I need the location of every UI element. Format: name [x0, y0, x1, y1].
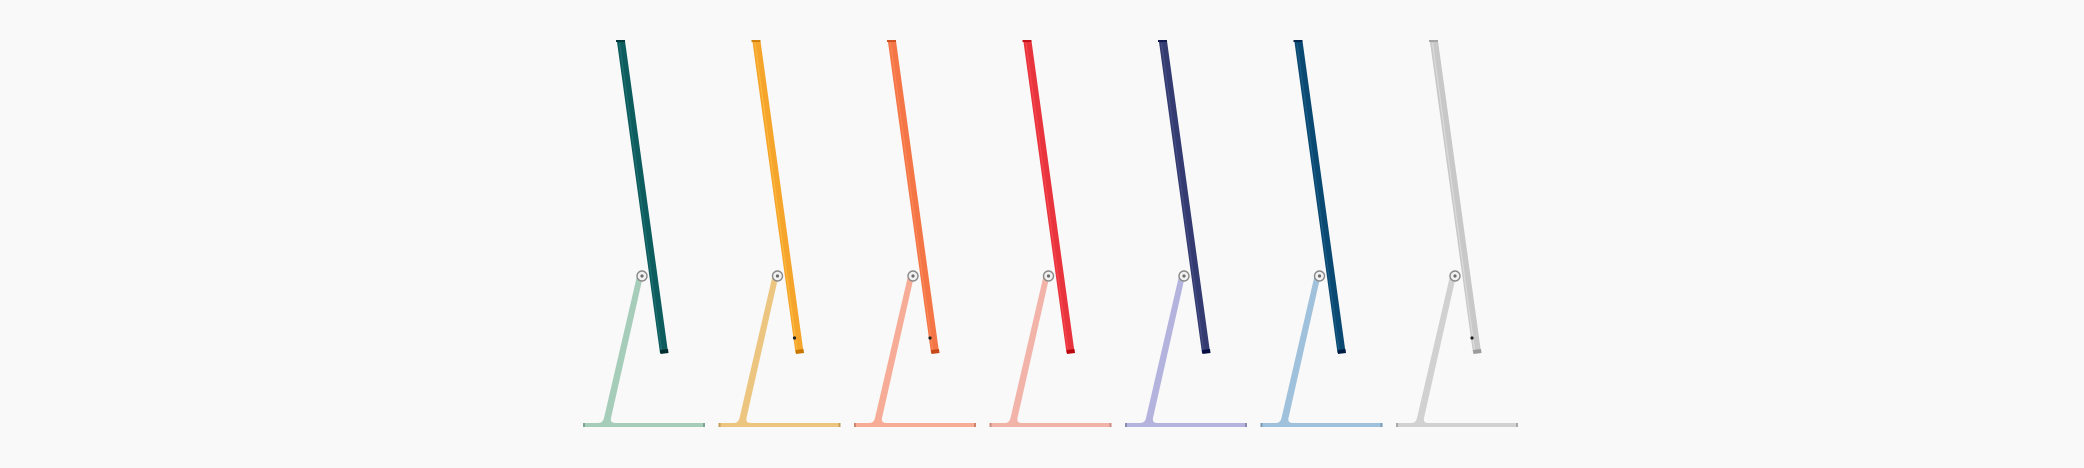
imac-display-highlight	[1160, 42, 1205, 351]
imac-hinge-center	[1182, 274, 1186, 278]
imac-base-plate	[1260, 423, 1383, 427]
imac-display-highlight	[618, 42, 663, 351]
imac-base-edge-right	[974, 423, 976, 427]
imac-stand-arm	[1411, 276, 1456, 423]
imac-base-plate	[1125, 423, 1247, 427]
imac-hinge-center	[775, 274, 780, 278]
imac-stand-arm	[869, 276, 914, 423]
imac-base-edge-right	[703, 423, 705, 427]
imac-display-chin	[1066, 349, 1075, 354]
imac-base-plate	[583, 423, 705, 427]
imac-stand-arm	[1275, 276, 1321, 423]
imac-display-top-cap	[1293, 40, 1303, 42]
imac-display-top-cap	[1158, 40, 1167, 42]
imac-display-highlight	[1025, 42, 1069, 351]
imac-base-edge-left	[854, 423, 856, 427]
imac-silver	[1396, 40, 1518, 427]
imac-base-edge-right	[1109, 423, 1112, 427]
imac-purple	[1125, 40, 1247, 427]
imac-display	[888, 41, 939, 353]
imac-display-chin	[1337, 349, 1346, 354]
imac-display-chin	[660, 349, 669, 354]
imac-base-edge-right	[1245, 423, 1247, 427]
imac-display-highlight	[889, 42, 934, 351]
imac-yellow	[718, 40, 841, 427]
imac-display-chin	[1202, 349, 1211, 354]
imac-display	[1430, 41, 1481, 353]
imac-display-highlight	[754, 42, 798, 351]
imac-display-highlight	[1296, 42, 1340, 351]
imac-base-plate	[718, 423, 841, 427]
imac-display	[1023, 41, 1075, 353]
imac-stand-arm	[1004, 276, 1050, 423]
imac-display-top-cap	[1429, 40, 1438, 42]
imac-display-top-cap	[751, 40, 761, 42]
imac-display	[752, 41, 804, 353]
imac-base-edge-left	[1260, 423, 1263, 427]
imac-display-top-cap	[1022, 40, 1032, 42]
imac-display-top-cap	[616, 40, 625, 42]
imac-base-edge-left	[583, 423, 585, 427]
imac-hinge-center	[1453, 274, 1457, 278]
imac-stand-arm	[733, 276, 779, 423]
imac-base-edge-left	[718, 423, 721, 427]
imac-green	[583, 40, 705, 427]
imac-display-highlight	[1431, 42, 1476, 351]
imac-display-chin	[795, 349, 804, 354]
imac-base-edge-left	[1125, 423, 1127, 427]
imac-hinge-center	[640, 274, 644, 278]
imac-display-chin	[931, 349, 940, 354]
imac-port-dot	[792, 336, 797, 340]
imac-port-dot	[928, 336, 932, 340]
imac-base-plate	[1396, 423, 1518, 427]
imac-display	[1294, 41, 1346, 353]
imac-hinge-center	[1317, 274, 1322, 278]
imac-base-edge-right	[1516, 423, 1518, 427]
imac-stand-arm	[1140, 276, 1185, 423]
imac-blue	[1260, 40, 1383, 427]
imac-port-dot	[1470, 336, 1474, 340]
imac-base-edge-left	[1396, 423, 1398, 427]
imac-base-edge-right	[838, 423, 841, 427]
imac-orange	[854, 40, 976, 427]
imac-display	[1159, 41, 1210, 353]
imac-base-edge-right	[1380, 423, 1383, 427]
imac-base-plate	[854, 423, 976, 427]
imac-stand-arm	[598, 276, 643, 423]
imac-pink	[989, 40, 1112, 427]
imac-hinge-center	[1046, 274, 1051, 278]
imac-base-plate	[989, 423, 1112, 427]
imac-display-top-cap	[887, 40, 896, 42]
imac-display-chin	[1473, 349, 1482, 354]
imac-hinge-center	[911, 274, 915, 278]
imac-display	[617, 41, 668, 353]
imac-base-edge-left	[989, 423, 992, 427]
